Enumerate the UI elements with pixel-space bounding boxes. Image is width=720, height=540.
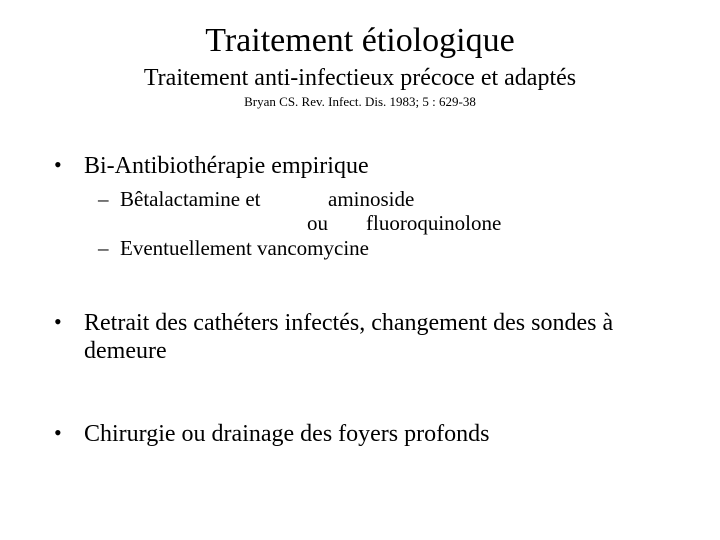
slide: Traitement étiologique Traitement anti-i… [0,0,720,540]
bullet-marker: • [54,152,84,178]
sub-bullet-item: – Bêtalactamine et aminoside [54,187,680,212]
bullet-item: • Retrait des cathéters infectés, change… [54,309,680,366]
bullet-item: • Chirurgie ou drainage des foyers profo… [54,420,680,448]
sub-bullet-text: Eventuellement vancomycine [120,236,680,261]
slide-body: • Bi-Antibiothérapie empirique – Bêtalac… [0,152,720,448]
sub-left: ou [120,211,366,236]
bullet-text: Retrait des cathéters infectés, changeme… [84,309,680,366]
sub-left: Bêtalactamine et [120,187,328,212]
bullet-marker: • [54,309,84,335]
bullet-text: Chirurgie ou drainage des foyers profond… [84,420,680,448]
bullet-item: • Bi-Antibiothérapie empirique [54,152,680,180]
sub-bullet-item: – Eventuellement vancomycine [54,236,680,261]
bullet-text: Bi-Antibiothérapie empirique [84,152,680,180]
sub-continuation: ou fluoroquinolone [54,211,680,236]
sub-right: aminoside [328,187,680,212]
slide-title: Traitement étiologique [0,0,720,59]
citation-text: Bryan CS. Rev. Infect. Dis. 1983; 5 : 62… [0,94,720,110]
bullet-marker: • [54,420,84,446]
sub-right: fluoroquinolone [366,211,680,236]
dash-marker: – [98,187,120,212]
slide-subtitle: Traitement anti-infectieux précoce et ad… [0,65,720,92]
sub-bullet-content: Bêtalactamine et aminoside [120,187,680,212]
dash-marker: – [98,236,120,261]
